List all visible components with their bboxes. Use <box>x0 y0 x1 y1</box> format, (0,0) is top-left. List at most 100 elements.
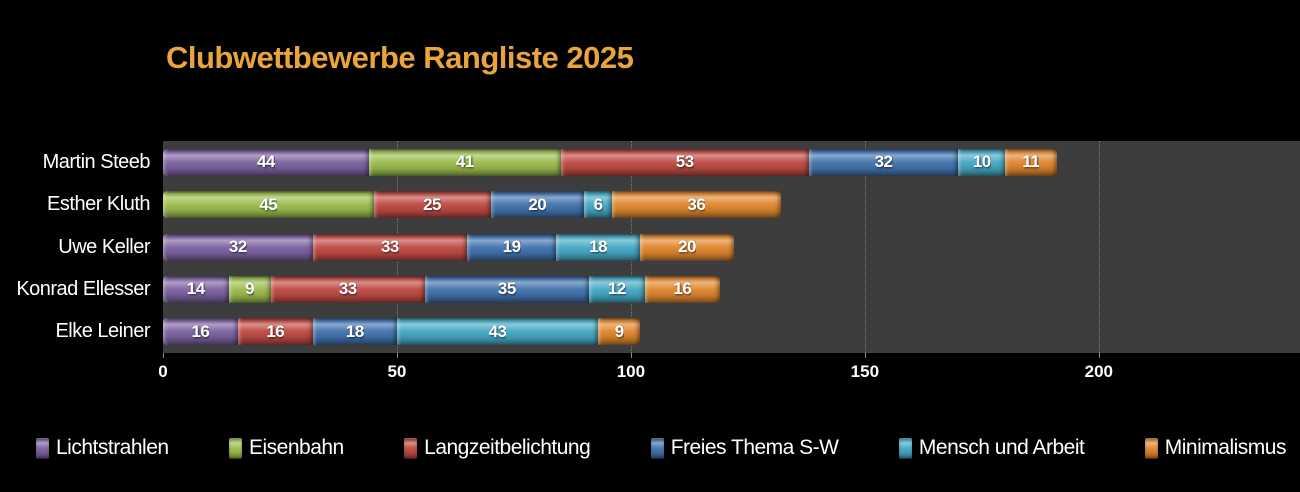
bar-segment: 45 <box>163 191 374 219</box>
x-tick-label: 0 <box>158 362 168 381</box>
bar-segment: 16 <box>163 318 238 346</box>
legend-label: Minimalismus <box>1164 436 1287 459</box>
legend-swatch-icon <box>36 437 49 459</box>
plot-area: 44 41 53 32 10 11 45 25 20 6 36 32 33 19 18 20 14 9 33 35 12… <box>163 141 1300 353</box>
x-tick-mark <box>864 353 866 358</box>
category-label: Uwe Keller <box>58 235 150 258</box>
legend-item: Mensch und Arbeit <box>898 436 1085 460</box>
bar-rows: 44 41 53 32 10 11 45 25 20 6 36 32 33 19 18 20 14 9 33 35 12… <box>163 141 1300 353</box>
bar-segment: 41 <box>368 148 561 176</box>
bar-segment: 16 <box>644 275 720 303</box>
legend-label: Lichtstrahlen <box>56 436 169 459</box>
bar-segment: 20 <box>640 233 734 261</box>
bar-value-label: 36 <box>687 194 706 214</box>
stacked-bar: 14 9 33 35 12 16 <box>163 275 1300 303</box>
legend-swatch-icon <box>650 437 664 459</box>
bar-row: 16 16 18 43 9 <box>163 311 1300 353</box>
bar-segment: 35 <box>425 275 589 303</box>
bar-value-label: 32 <box>228 237 247 257</box>
bar-row: 14 9 33 35 12 16 <box>163 268 1300 310</box>
stacked-bar: 44 41 53 32 10 11 <box>163 148 1300 176</box>
gridline <box>864 141 866 353</box>
bar-segment: 20 <box>490 191 585 219</box>
stacked-bar: 16 16 18 43 9 <box>163 318 1300 346</box>
bar-value-label: 53 <box>675 152 694 172</box>
bar-segment: 44 <box>163 148 369 176</box>
bar-value-label: 44 <box>256 152 275 172</box>
bar-segment: 18 <box>556 233 641 261</box>
bar-segment: 36 <box>612 191 781 219</box>
legend-swatch-icon <box>1144 437 1158 459</box>
legend-item: Freies Thema S-W <box>650 436 839 460</box>
x-axis: 0 50 100 150 200 <box>158 362 1300 386</box>
bar-value-label: 9 <box>245 279 255 299</box>
legend-swatch-icon <box>898 437 912 459</box>
x-tick-mark <box>630 353 632 358</box>
bar-segment: 14 <box>163 275 229 303</box>
x-tick-mark <box>396 353 398 358</box>
chart-title: Clubwettbewerbe Rangliste 2025 <box>166 40 634 75</box>
category-label: Konrad Ellesser <box>16 277 150 300</box>
bar-value-label: 35 <box>497 279 516 299</box>
legend-label: Mensch und Arbeit <box>918 436 1085 459</box>
bar-value-label: 43 <box>488 321 507 341</box>
x-axis-tick-marks <box>163 353 1300 358</box>
bar-value-label: 45 <box>259 194 278 214</box>
stacked-bar: 45 25 20 6 36 <box>163 191 1300 219</box>
category-label: Esther Kluth <box>47 193 150 216</box>
bar-value-label: 20 <box>528 194 547 214</box>
x-tick-label: 200 <box>1084 362 1113 381</box>
bar-segment: 10 <box>958 148 1006 176</box>
gridline <box>1098 141 1100 353</box>
bar-value-label: 33 <box>380 237 399 257</box>
legend: Lichtstrahlen Eisenbahn Langzeitbelichtung… <box>36 429 1286 467</box>
bar-segment: 32 <box>163 233 313 261</box>
legend-label: Langzeitbelichtung <box>424 436 591 459</box>
bar-value-label: 12 <box>607 279 626 299</box>
legend-item: Langzeitbelichtung <box>404 436 591 460</box>
bar-segment: 18 <box>312 318 397 346</box>
x-tick-label: 100 <box>616 362 646 381</box>
bar-value-label: 16 <box>191 321 210 341</box>
bar-row: 45 25 20 6 36 <box>163 183 1300 225</box>
bar-value-label: 16 <box>673 279 692 299</box>
bar-value-label: 10 <box>972 152 991 172</box>
bar-value-label: 19 <box>502 237 521 257</box>
legend-swatch-icon <box>228 437 242 459</box>
bar-segment: 32 <box>808 148 959 176</box>
bar-value-label: 32 <box>874 152 893 172</box>
legend-item: Lichtstrahlen <box>36 436 169 460</box>
bar-segment: 43 <box>396 318 599 346</box>
bar-value-label: 18 <box>345 321 364 341</box>
bar-value-label: 20 <box>678 237 696 257</box>
bar-value-label: 6 <box>593 194 603 214</box>
category-label: Martin Steeb <box>42 150 151 173</box>
bar-segment: 12 <box>588 275 645 303</box>
bar-segment: 19 <box>467 233 557 261</box>
bar-value-label: 11 <box>1022 152 1040 172</box>
y-axis-labels: Martin Steeb Esther Kluth Uwe Keller Konrad… <box>0 141 150 353</box>
stacked-bar: 32 33 19 18 20 <box>163 233 1300 261</box>
x-tick-mark <box>163 353 164 358</box>
bar-value-label: 9 <box>614 321 624 341</box>
legend-item: Minimalismus <box>1144 436 1287 460</box>
bar-value-label: 25 <box>423 194 441 214</box>
legend-label: Eisenbahn <box>248 436 344 459</box>
x-tick-label: 150 <box>850 362 880 381</box>
bar-row: 44 41 53 32 10 11 <box>163 141 1300 183</box>
bar-segment: 25 <box>373 191 491 219</box>
bar-segment: 6 <box>584 191 613 219</box>
bar-value-label: 33 <box>338 279 357 299</box>
bar-segment: 16 <box>237 318 313 346</box>
bar-value-label: 18 <box>589 237 608 257</box>
x-tick-label: 50 <box>387 362 407 381</box>
bar-segment: 11 <box>1005 148 1057 176</box>
bar-segment: 53 <box>560 148 809 176</box>
bar-segment: 33 <box>270 275 426 303</box>
legend-label: Freies Thema S-W <box>670 436 839 459</box>
x-tick-mark <box>1098 353 1100 358</box>
legend-swatch-icon <box>404 437 418 459</box>
bar-segment: 33 <box>312 233 468 261</box>
category-label: Elke Leiner <box>55 320 150 343</box>
